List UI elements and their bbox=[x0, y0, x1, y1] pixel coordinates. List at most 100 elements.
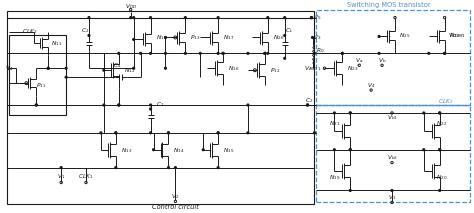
Circle shape bbox=[284, 58, 285, 59]
Text: $N_{17}$: $N_{17}$ bbox=[223, 33, 234, 42]
Text: $V_a$: $V_a$ bbox=[355, 56, 364, 65]
Text: $V_1$: $V_1$ bbox=[57, 172, 65, 181]
Text: $V_{COM1}$: $V_{COM1}$ bbox=[447, 31, 465, 40]
Circle shape bbox=[349, 112, 351, 114]
Circle shape bbox=[423, 112, 425, 114]
Text: $V_1$: $V_1$ bbox=[388, 193, 396, 202]
Circle shape bbox=[65, 67, 67, 69]
Circle shape bbox=[439, 112, 440, 114]
Circle shape bbox=[150, 104, 152, 106]
Text: $V_4$: $V_4$ bbox=[5, 64, 13, 73]
Circle shape bbox=[222, 52, 224, 54]
Text: $C_2$: $C_2$ bbox=[81, 26, 89, 35]
Circle shape bbox=[60, 167, 62, 168]
Text: $R_0$: $R_0$ bbox=[317, 46, 325, 55]
Circle shape bbox=[164, 67, 166, 69]
Text: $N_{25}$: $N_{25}$ bbox=[399, 31, 410, 40]
Text: $V_4$: $V_4$ bbox=[367, 81, 375, 90]
Text: $N_{22}$: $N_{22}$ bbox=[436, 119, 447, 128]
Text: $C_L$: $C_L$ bbox=[284, 26, 293, 35]
Text: $N_{19}$: $N_{19}$ bbox=[328, 173, 340, 182]
Circle shape bbox=[264, 52, 266, 54]
Text: $C_1$: $C_1$ bbox=[155, 101, 164, 109]
Circle shape bbox=[167, 132, 169, 134]
Circle shape bbox=[439, 190, 440, 191]
Text: $N_{11}$: $N_{11}$ bbox=[51, 39, 63, 48]
Circle shape bbox=[247, 52, 249, 54]
Circle shape bbox=[264, 52, 266, 54]
Text: $V_{b2}$: $V_{b2}$ bbox=[387, 153, 397, 162]
Text: $P_{12}$: $P_{12}$ bbox=[270, 66, 280, 75]
Circle shape bbox=[217, 132, 219, 134]
Circle shape bbox=[115, 167, 117, 168]
Text: $CLK_2$: $CLK_2$ bbox=[22, 27, 37, 36]
Circle shape bbox=[217, 52, 219, 54]
Text: $C_4$: $C_4$ bbox=[112, 61, 121, 70]
Text: $V_2$: $V_2$ bbox=[171, 192, 180, 201]
Text: $V_{b1}$: $V_{b1}$ bbox=[387, 114, 397, 122]
Circle shape bbox=[222, 52, 224, 54]
Text: $N_{12}$: $N_{12}$ bbox=[124, 66, 135, 75]
Circle shape bbox=[118, 52, 119, 54]
Text: $CLK_2$: $CLK_2$ bbox=[438, 98, 454, 106]
Text: $V_b$: $V_b$ bbox=[378, 56, 386, 65]
Text: $N_{24}$: $N_{24}$ bbox=[448, 31, 460, 40]
Circle shape bbox=[217, 132, 219, 134]
Circle shape bbox=[314, 132, 315, 134]
Text: Control circuit: Control circuit bbox=[152, 204, 199, 210]
Text: $V_{DD}$: $V_{DD}$ bbox=[125, 2, 137, 11]
Bar bbox=[7, 11, 314, 204]
Circle shape bbox=[164, 52, 166, 54]
Circle shape bbox=[423, 149, 425, 151]
Circle shape bbox=[103, 69, 105, 71]
Circle shape bbox=[133, 67, 135, 69]
Circle shape bbox=[391, 190, 393, 191]
Circle shape bbox=[47, 67, 49, 69]
Text: $N_{21}$: $N_{21}$ bbox=[329, 119, 340, 128]
Circle shape bbox=[247, 132, 249, 134]
Circle shape bbox=[428, 52, 429, 54]
Bar bbox=[9, 36, 66, 115]
Text: Switching MOS transistor: Switching MOS transistor bbox=[347, 2, 431, 8]
Circle shape bbox=[150, 17, 152, 19]
Bar bbox=[317, 105, 471, 202]
Circle shape bbox=[314, 52, 315, 54]
Circle shape bbox=[115, 132, 117, 134]
Circle shape bbox=[217, 17, 219, 19]
Circle shape bbox=[284, 35, 285, 36]
Bar bbox=[317, 10, 471, 105]
Circle shape bbox=[184, 52, 186, 54]
Circle shape bbox=[349, 149, 351, 151]
Circle shape bbox=[133, 39, 135, 40]
Circle shape bbox=[65, 76, 67, 78]
Circle shape bbox=[36, 104, 37, 106]
Circle shape bbox=[349, 190, 351, 191]
Text: $N_{15}$: $N_{15}$ bbox=[223, 146, 235, 155]
Circle shape bbox=[200, 52, 201, 54]
Text: $N_{18}$: $N_{18}$ bbox=[155, 33, 167, 42]
Circle shape bbox=[311, 37, 313, 38]
Circle shape bbox=[439, 149, 440, 151]
Circle shape bbox=[307, 104, 309, 106]
Circle shape bbox=[378, 36, 380, 37]
Text: $C_2$: $C_2$ bbox=[305, 96, 314, 105]
Text: $V_5$: $V_5$ bbox=[313, 13, 322, 22]
Circle shape bbox=[36, 104, 37, 106]
Circle shape bbox=[100, 132, 102, 134]
Circle shape bbox=[349, 149, 351, 151]
Circle shape bbox=[341, 52, 343, 54]
Circle shape bbox=[150, 52, 152, 54]
Circle shape bbox=[334, 112, 335, 114]
Circle shape bbox=[349, 112, 351, 114]
Circle shape bbox=[140, 52, 142, 54]
Text: $N_{16}$: $N_{16}$ bbox=[228, 64, 239, 73]
Circle shape bbox=[103, 104, 105, 106]
Circle shape bbox=[118, 104, 119, 106]
Circle shape bbox=[202, 149, 204, 151]
Text: $P_{13}$: $P_{13}$ bbox=[190, 33, 201, 42]
Circle shape bbox=[47, 67, 49, 69]
Circle shape bbox=[164, 37, 166, 38]
Text: $V_{AND1}$: $V_{AND1}$ bbox=[304, 64, 321, 73]
Circle shape bbox=[150, 132, 152, 134]
Circle shape bbox=[267, 52, 269, 54]
